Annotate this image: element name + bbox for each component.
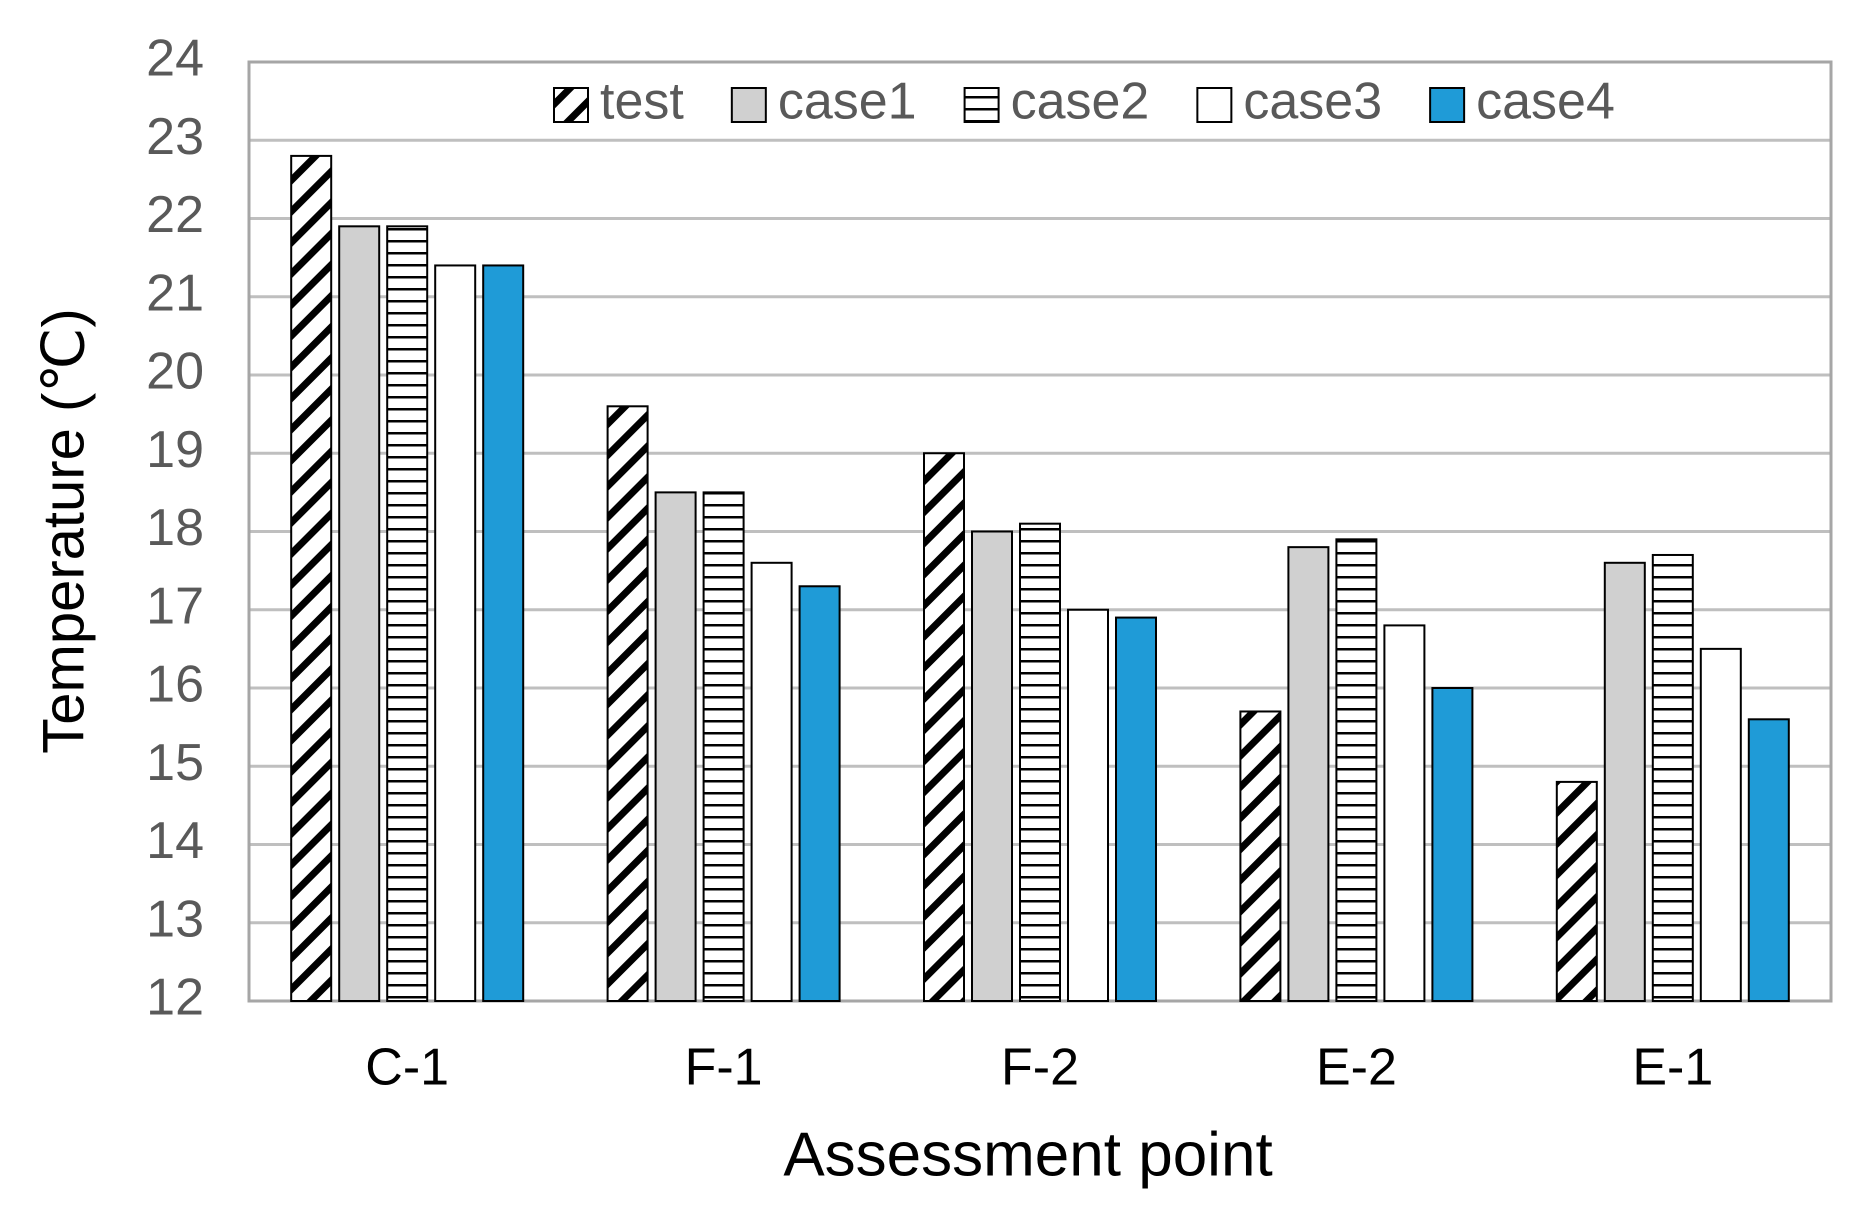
bar — [1287, 546, 1330, 1003]
bar — [1335, 538, 1378, 1002]
y-tick-label: 13 — [146, 890, 204, 948]
y-tick-label: 21 — [146, 264, 204, 322]
x-axis-title: Assessment point — [783, 1120, 1272, 1189]
legend-swatch — [1429, 87, 1466, 123]
legend-swatch — [553, 87, 589, 123]
bar — [1239, 710, 1282, 1002]
bar — [1747, 718, 1790, 1002]
bar — [1555, 780, 1598, 1003]
bar — [290, 154, 333, 1002]
legend-swatch — [730, 87, 767, 123]
bar — [1431, 687, 1474, 1002]
y-tick-label: 16 — [146, 656, 204, 714]
bar — [1699, 647, 1742, 1002]
y-tick-label: 12 — [146, 969, 204, 1027]
y-tick-label: 15 — [146, 734, 204, 792]
y-tick-label: 23 — [146, 108, 204, 166]
x-tick-label: F-1 — [685, 1039, 763, 1097]
bar — [750, 561, 793, 1002]
bar — [702, 491, 745, 1002]
x-tick-label: E-2 — [1316, 1039, 1397, 1097]
legend-label: test — [600, 73, 684, 131]
bar — [654, 491, 697, 1002]
y-tick-label: 24 — [146, 30, 204, 88]
bar — [1383, 624, 1426, 1003]
y-tick-label: 22 — [146, 186, 204, 244]
bar — [386, 225, 429, 1002]
y-tick-label: 17 — [146, 577, 204, 635]
legend-label: case4 — [1476, 73, 1615, 131]
legend-label: case2 — [1011, 73, 1150, 131]
bar — [338, 225, 381, 1002]
bar — [798, 585, 841, 1003]
legend-label: case1 — [778, 73, 917, 131]
bar — [1067, 608, 1109, 1002]
bar — [971, 530, 1013, 1002]
legend-label: case3 — [1243, 73, 1382, 131]
bar — [606, 405, 649, 1002]
legend-swatch — [1196, 87, 1233, 123]
legend-swatch — [963, 87, 1000, 123]
bar — [1651, 553, 1694, 1002]
y-tick-label: 18 — [146, 499, 204, 557]
y-axis-title: Temperature (℃) — [31, 308, 96, 753]
y-tick-label: 14 — [146, 812, 204, 870]
y-tick-label: 19 — [146, 421, 204, 479]
x-tick-label: E-1 — [1632, 1039, 1713, 1097]
bar — [482, 264, 525, 1002]
bar — [1603, 561, 1646, 1002]
bar — [1019, 522, 1061, 1002]
bar — [1115, 616, 1157, 1002]
x-tick-label: F-2 — [1001, 1039, 1079, 1097]
bar — [923, 452, 965, 1002]
y-tick-label: 20 — [146, 343, 204, 401]
bar — [434, 264, 477, 1002]
x-tick-label: C-1 — [365, 1039, 449, 1097]
